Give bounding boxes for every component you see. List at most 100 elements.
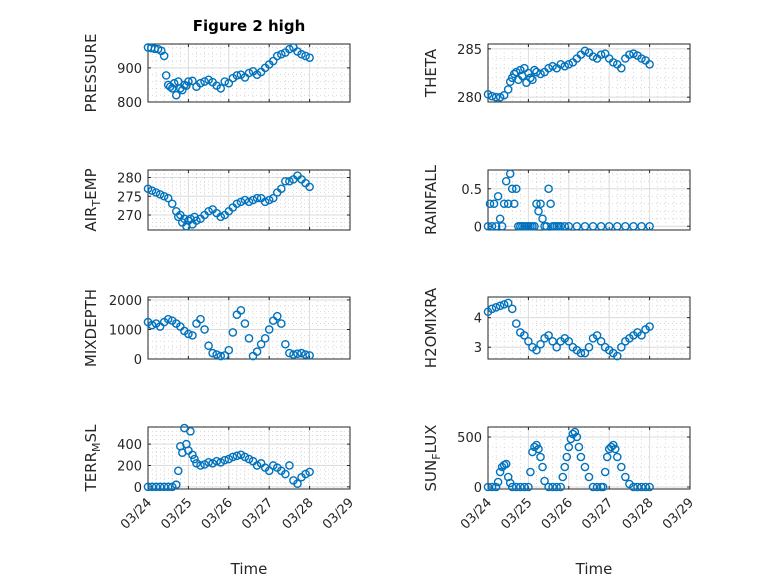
- data-point: [503, 298, 513, 308]
- data-point: [562, 452, 572, 462]
- x-tick-label: 03/26: [539, 495, 576, 532]
- data-point: [530, 221, 539, 231]
- data-point: [495, 467, 505, 477]
- data-point: [516, 65, 525, 75]
- y-tick-label: 0: [474, 220, 482, 235]
- y-tick-label: 900: [117, 62, 142, 77]
- y-axis-label: MIXDEPTH: [82, 289, 100, 367]
- data-point: [633, 482, 642, 492]
- data-point: [548, 482, 557, 492]
- data-point: [548, 336, 557, 346]
- data-point: [556, 60, 566, 69]
- data-point: [629, 49, 638, 58]
- y-tick-label: 0.5: [461, 183, 482, 198]
- data-point: [305, 53, 314, 62]
- data-point: [564, 442, 574, 452]
- x-tick-label: 03/26: [199, 495, 236, 532]
- data-point: [491, 221, 501, 231]
- data-point: [520, 331, 529, 340]
- data-point: [491, 482, 501, 492]
- data-point: [526, 73, 535, 83]
- y-tick-label: 0: [134, 353, 142, 368]
- data-point: [147, 186, 157, 195]
- data-point: [600, 467, 610, 477]
- y-axis-label: AIRTEMP: [82, 168, 103, 231]
- data-point: [637, 482, 646, 492]
- data-point: [161, 71, 171, 80]
- y-tick-label: 3: [474, 341, 482, 356]
- data-point: [617, 462, 626, 472]
- data-point: [596, 50, 606, 59]
- data-point: [511, 184, 521, 194]
- y-tick-label: 500: [457, 431, 482, 446]
- data-point: [495, 214, 505, 224]
- data-point: [143, 184, 153, 194]
- data-point: [503, 199, 513, 209]
- data-point: [503, 85, 513, 94]
- data-point: [151, 188, 161, 197]
- data-point: [256, 339, 266, 349]
- data-point: [580, 221, 590, 231]
- data-point: [548, 61, 557, 71]
- data-point: [637, 221, 646, 231]
- data-point: [495, 301, 505, 311]
- data-point: [305, 182, 314, 192]
- data-point: [584, 472, 594, 482]
- data-point: [509, 69, 519, 79]
- data-point: [240, 195, 250, 205]
- data-point: [204, 206, 213, 216]
- x-axis-label-2: Time: [575, 560, 613, 578]
- data-point: [645, 60, 654, 69]
- data-point: [485, 199, 495, 209]
- y-tick-label: 4: [474, 312, 482, 327]
- data-point: [489, 199, 499, 209]
- subplot-6: 3 4 H2OMIXRA: [422, 287, 691, 368]
- data-point: [608, 440, 618, 450]
- data-point: [546, 199, 555, 209]
- data-point: [281, 469, 290, 479]
- data-point: [505, 478, 515, 488]
- axes-frame: [487, 43, 691, 103]
- subplot-7: 0 200 400 03/24 03/25 03/26 03/27 03/28 03/29 TER…: [82, 423, 357, 533]
- data-point: [610, 444, 620, 454]
- data-point: [544, 482, 553, 492]
- data-point: [143, 482, 153, 492]
- data-point: [532, 345, 541, 355]
- data-point: [487, 221, 497, 231]
- data-point: [277, 49, 286, 59]
- data-point: [186, 426, 195, 436]
- data-point: [621, 221, 630, 231]
- data-point: [511, 482, 521, 492]
- data-point: [536, 339, 545, 349]
- data-point: [188, 76, 197, 86]
- data-point: [163, 482, 173, 492]
- subplot-3: 270 275 280 AIRTEMP: [82, 168, 351, 232]
- data-point: [248, 195, 258, 205]
- data-point: [147, 482, 157, 492]
- data-point: [564, 221, 574, 231]
- data-point: [305, 467, 314, 477]
- data-point: [483, 482, 493, 492]
- y-tick-label: 200: [117, 459, 142, 474]
- data-point: [493, 191, 503, 201]
- data-point: [216, 212, 226, 222]
- data-point: [305, 351, 314, 360]
- x-tick-label: 03/28: [280, 495, 317, 532]
- data-point: [487, 91, 497, 101]
- data-point: [507, 304, 517, 314]
- data-point: [588, 482, 598, 492]
- data-point: [491, 303, 501, 312]
- data-point: [637, 331, 646, 340]
- y-tick-label: 280: [117, 172, 142, 187]
- data-point: [483, 89, 493, 99]
- data-point: [495, 92, 505, 102]
- data-point: [487, 304, 497, 314]
- data-point: [645, 221, 654, 231]
- data-point: [155, 482, 165, 492]
- data-point: [252, 347, 262, 356]
- data-point: [293, 349, 302, 358]
- x-tick-label: 03/27: [239, 495, 276, 532]
- data-point: [188, 331, 197, 340]
- data-point: [244, 68, 254, 78]
- figure-title: Figure 2 high: [193, 17, 306, 35]
